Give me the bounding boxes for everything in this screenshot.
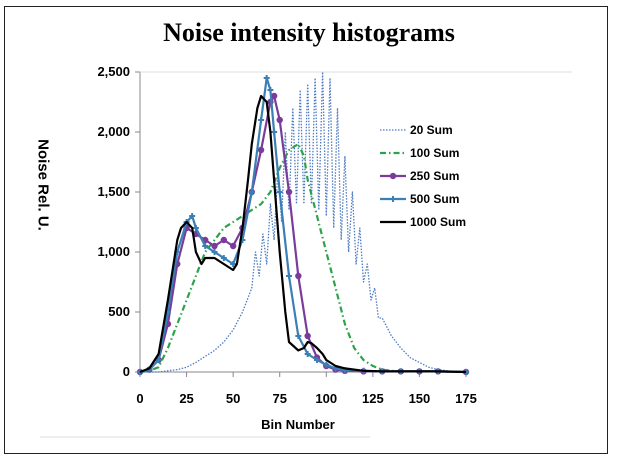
series-line [139, 94, 467, 374]
data-point [189, 213, 196, 219]
y-tick-label: 500 [108, 304, 130, 319]
x-tick-label: 50 [226, 391, 240, 406]
data-point [304, 332, 311, 340]
data-point [220, 255, 227, 261]
x-tick-label: 0 [136, 391, 143, 406]
chart-frame [4, 6, 608, 454]
data-point [276, 116, 283, 124]
data-point [202, 243, 209, 249]
data-point [285, 188, 293, 196]
data-point [313, 357, 320, 363]
data-point [295, 272, 302, 280]
legend-label: 20 Sum [410, 123, 453, 137]
data-point [192, 225, 199, 231]
data-point [220, 236, 228, 244]
data-point [257, 146, 265, 154]
series-1000-sum [139, 94, 467, 374]
data-point [230, 261, 237, 267]
data-point [258, 117, 265, 123]
x-axis-title: Bin Number [261, 417, 335, 432]
data-point [323, 361, 330, 368]
series-line [139, 142, 467, 374]
series-layer [136, 71, 470, 376]
data-point [211, 249, 218, 255]
legend-label: 250 Sum [410, 169, 459, 183]
series-line [139, 94, 467, 374]
data-point [295, 333, 302, 339]
axes: 0 500 1,000 1,500 2,000 2,500 0 25 50 75 100 125 150… [40, 64, 572, 438]
chart-title: Noise intensity histograms [163, 18, 455, 47]
y-tick-label: 2,500 [97, 64, 130, 79]
data-point [229, 242, 237, 250]
legend-label: 500 Sum [410, 192, 459, 206]
data-point [263, 75, 270, 81]
y-tick-label: 1,000 [97, 244, 130, 259]
x-tick-label: 125 [362, 391, 384, 406]
x-tick-label: 25 [179, 391, 193, 406]
series-100-sum [139, 142, 467, 374]
data-point [270, 92, 278, 100]
y-tick-label: 2,000 [97, 124, 130, 139]
data-point [304, 351, 311, 357]
data-point [276, 189, 283, 195]
data-point [267, 87, 274, 93]
x-tick-label: 75 [272, 391, 286, 406]
legend-marker [389, 172, 397, 180]
y-tick-label: 0 [123, 364, 130, 379]
legend: 20 Sum 100 Sum 250 Sum 500 Sum 1000 Sum [380, 123, 466, 229]
data-point [286, 273, 293, 279]
x-tick-label: 100 [315, 391, 337, 406]
x-tick-label: 175 [455, 391, 477, 406]
data-point [248, 189, 255, 195]
legend-marker [390, 196, 396, 202]
data-point [155, 357, 162, 363]
legend-label: 100 Sum [410, 146, 459, 160]
y-tick-label: 1,500 [97, 184, 130, 199]
x-tick-label: 150 [409, 391, 431, 406]
data-point [211, 242, 218, 250]
data-point [271, 129, 278, 135]
legend-label: 1000 Sum [410, 215, 466, 229]
